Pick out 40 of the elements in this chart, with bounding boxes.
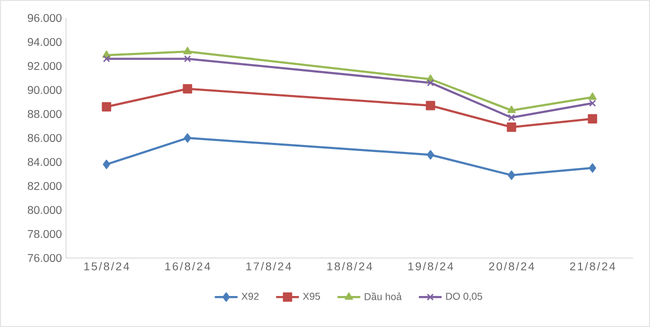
y-tick-label: 82.000 xyxy=(28,182,62,190)
point xyxy=(184,55,192,62)
point xyxy=(589,100,596,107)
x-tick-label: 16/8/24 xyxy=(165,262,210,270)
point xyxy=(426,100,436,110)
point xyxy=(508,170,516,180)
y-tick-label: 78.000 xyxy=(28,230,62,238)
x-tick-label: 19/8/24 xyxy=(408,262,454,270)
y-tick-label: 84.000 xyxy=(28,158,62,166)
y-tick-label: 92.000 xyxy=(28,62,62,70)
point xyxy=(588,163,596,173)
y-tick-label: 90.000 xyxy=(28,86,62,94)
point xyxy=(588,114,598,124)
x-tick-label: 18/8/24 xyxy=(327,262,372,270)
y-tick-label: 80.000 xyxy=(28,206,62,214)
point xyxy=(506,122,516,132)
point xyxy=(102,160,110,170)
point xyxy=(588,92,597,100)
x-tick-label: 17/8/24 xyxy=(246,262,292,270)
y-tick-label: 76.000 xyxy=(28,254,62,262)
point xyxy=(183,46,192,54)
point xyxy=(426,150,434,160)
x-tick-label: 15/8/24 xyxy=(84,262,130,270)
legend-label: Dầu hoả xyxy=(364,292,402,300)
point xyxy=(102,102,112,112)
point xyxy=(507,106,516,114)
point xyxy=(182,84,192,94)
legend-label: X92 xyxy=(242,292,259,300)
y-tick-label: 94.000 xyxy=(28,38,62,46)
point xyxy=(184,133,192,143)
legend-label: X95 xyxy=(302,292,320,300)
x-tick-label: 20/8/24 xyxy=(489,262,534,270)
x-tick-label: 21/8/24 xyxy=(570,262,616,270)
point xyxy=(508,114,515,122)
y-tick-label: 96.000 xyxy=(28,14,62,22)
legend-label: DO 0,05 xyxy=(446,292,482,301)
y-tick-label: 86.000 xyxy=(28,134,62,142)
point xyxy=(103,55,110,62)
point xyxy=(427,79,434,86)
y-tick-label: 88.000 xyxy=(28,110,62,118)
